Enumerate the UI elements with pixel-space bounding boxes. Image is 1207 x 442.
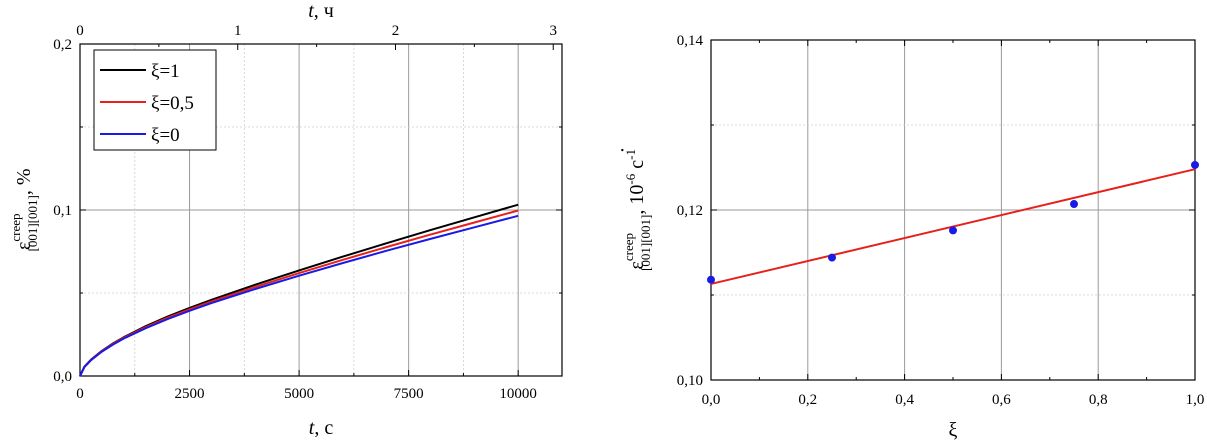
right-y-tick-label: 0,10 bbox=[677, 373, 703, 389]
right-y-tick-label: 0,12 bbox=[677, 203, 703, 219]
left-top-tick-label: 3 bbox=[549, 23, 557, 39]
left-x-tick-label: 5000 bbox=[284, 386, 314, 402]
right-y-axis-unit-a: , 10 bbox=[626, 185, 648, 215]
left-top-tick-label: 2 bbox=[392, 23, 400, 39]
right-x-tick-label: 0,6 bbox=[992, 392, 1011, 408]
left-ticks: 0 2500 5000 7500 10000 0 1 2 3 0,0 0,1 0,2 bbox=[53, 23, 562, 402]
legend-label-xi-0: ξ=0 bbox=[151, 125, 180, 146]
left-x-tick-label: 10000 bbox=[499, 386, 537, 402]
left-x-axis-var: t bbox=[309, 417, 315, 439]
legend-label-xi-0-5: ξ=0,5 bbox=[151, 93, 194, 114]
left-y-tick-label: 0,0 bbox=[53, 369, 72, 385]
right-y-axis-dot: · bbox=[612, 147, 634, 154]
right-x-tick-label: 0,4 bbox=[895, 392, 914, 408]
right-data-point bbox=[707, 275, 715, 284]
left-top-tick-label: 0 bbox=[76, 23, 84, 39]
left-y-axis-sub: [001][001] bbox=[25, 195, 40, 251]
right-y-axis-sub: [001][001] bbox=[638, 215, 653, 271]
left-x-tick-label: 0 bbox=[76, 386, 84, 402]
left-x-axis-unit: , с bbox=[314, 417, 333, 439]
left-legend: ξ=1 ξ=0,5 ξ=0 bbox=[93, 49, 217, 151]
right-series bbox=[707, 160, 1199, 285]
right-data-point bbox=[949, 226, 957, 235]
right-ticks: 0,0 0,2 0,4 0,6 0,8 1,0 0,10 0,12 0,14 bbox=[677, 33, 1205, 408]
right-y-axis-unit-exp2: -1 bbox=[623, 149, 638, 160]
right-data-point bbox=[1070, 200, 1078, 209]
right-y-axis-unit-exp1: -6 bbox=[623, 173, 638, 184]
right-data-point bbox=[828, 253, 836, 262]
left-y-axis-label: εcreep [001][001], % bbox=[8, 169, 40, 252]
left-chart: 0 2500 5000 7500 10000 0 1 2 3 0,0 0,1 0,2 ξ=1 ξ=0,… bbox=[8, 0, 563, 439]
left-top-axis-var: t bbox=[308, 0, 314, 22]
left-y-axis-sup: creep bbox=[8, 214, 23, 242]
right-chart: 0,0 0,2 0,4 0,6 0,8 1,0 0,10 0,12 0,14 ξ εcreep[… bbox=[612, 33, 1204, 441]
right-x-tick-label: 0,8 bbox=[1089, 392, 1108, 408]
right-y-axis-unit-b: с bbox=[626, 160, 648, 174]
legend-label-xi-1: ξ=1 bbox=[151, 61, 180, 82]
right-y-tick-label: 0,14 bbox=[677, 33, 704, 49]
left-series-line-2 bbox=[79, 214, 519, 377]
right-y-axis-label: εcreep [001][001], 10-6 с-1 bbox=[621, 149, 653, 271]
left-x-axis-label: t, с bbox=[309, 417, 334, 439]
right-x-tick-label: 1,0 bbox=[1186, 392, 1205, 408]
left-x-tick-label: 7500 bbox=[394, 386, 424, 402]
right-y-axis-sup: creep bbox=[621, 233, 636, 261]
left-y-axis-unit: , % bbox=[13, 169, 35, 196]
left-x-tick-label: 2500 bbox=[175, 386, 205, 402]
left-top-axis-unit: , ч bbox=[314, 0, 334, 22]
right-data-point bbox=[1191, 160, 1199, 169]
right-grid bbox=[711, 40, 1195, 380]
left-y-tick-label: 0,2 bbox=[53, 37, 72, 53]
left-series bbox=[79, 203, 519, 377]
left-y-tick-label: 0,1 bbox=[53, 203, 72, 219]
right-y-axis-symbol: ε bbox=[626, 261, 648, 269]
left-y-axis-symbol: ε bbox=[13, 242, 35, 250]
right-x-tick-label: 0,0 bbox=[702, 392, 721, 408]
left-top-tick-label: 1 bbox=[234, 23, 242, 39]
right-x-axis-label: ξ bbox=[949, 419, 958, 441]
left-top-axis-label: t, ч bbox=[308, 0, 334, 22]
left-grid bbox=[80, 44, 562, 376]
right-x-tick-label: 0,2 bbox=[798, 392, 817, 408]
